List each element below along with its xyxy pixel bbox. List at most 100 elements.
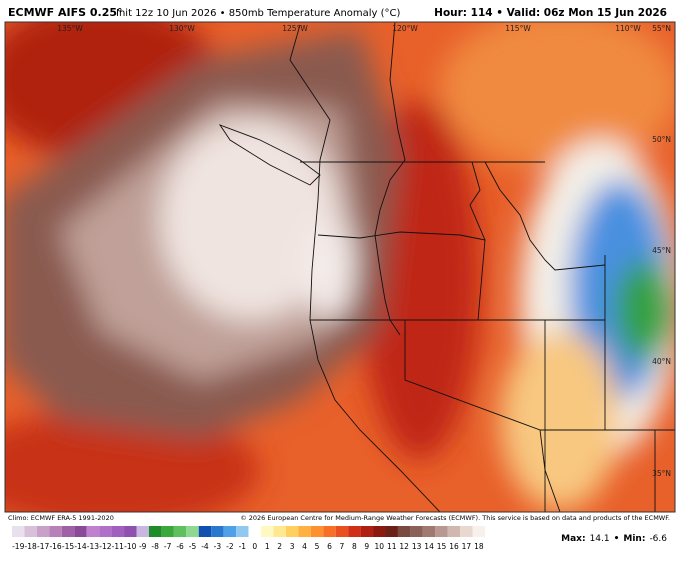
colorbar-label: 11 — [387, 542, 397, 551]
lon-label: 130°W — [169, 24, 195, 33]
colorbar-label: 18 — [474, 542, 484, 551]
colorbar-label: -19 — [12, 542, 24, 551]
lat-label: 50°N — [652, 135, 671, 144]
colorbar-swatch — [460, 526, 473, 537]
lon-label: 115°W — [505, 24, 531, 33]
colorbar-label: 6 — [327, 542, 332, 551]
colorbar-label: 12 — [399, 542, 409, 551]
lat-label: 55°N — [652, 24, 671, 33]
colorbar-swatch — [360, 526, 374, 537]
colorbar-swatch — [99, 526, 112, 537]
colorbar-swatch — [385, 526, 398, 537]
colorbar-swatch — [186, 526, 199, 537]
colorbar-swatch — [435, 526, 448, 537]
stats-sep: • — [614, 534, 620, 544]
colorbar-label: -9 — [139, 542, 147, 551]
lon-label: 135°W — [57, 24, 83, 33]
lat-label: 45°N — [652, 246, 671, 255]
colorbar-label: -3 — [214, 542, 222, 551]
colorbar-swatch — [323, 526, 336, 537]
credit: © 2026 European Centre for Medium-Range … — [240, 514, 670, 522]
colorbar-label: -13 — [87, 542, 99, 551]
colorbar-label: 5 — [315, 542, 320, 551]
colorbar-swatch — [148, 526, 162, 537]
climo: Climo: ECMWF ERA-5 1991-2020 — [8, 514, 114, 522]
colorbar-swatch — [348, 526, 361, 537]
stats: Max: 14.1 • Min: -6.6 — [561, 534, 667, 544]
colorbar-swatch — [173, 526, 187, 537]
stats-part: Min: — [623, 534, 645, 544]
colorbar-swatch — [410, 526, 423, 537]
map — [5, 22, 675, 512]
colorbar-label: -18 — [25, 542, 37, 551]
colorbar-label: -12 — [99, 542, 111, 551]
colorbar-swatch — [24, 526, 37, 537]
colorbar-swatch — [111, 526, 125, 537]
colorbar-label: -5 — [189, 542, 197, 551]
colorbar-swatch — [236, 526, 249, 537]
colorbar-swatch — [422, 526, 436, 537]
colorbar-swatch — [198, 526, 212, 537]
colorbar-swatch — [124, 526, 137, 537]
colorbar-label: 10 — [375, 542, 385, 551]
stats-part: 14.1 — [590, 534, 610, 544]
colorbar-label: -4 — [201, 542, 209, 551]
colorbar-swatch — [248, 526, 261, 537]
colorbar-label: -15 — [62, 542, 74, 551]
colorbar-label: 15 — [437, 542, 447, 551]
colorbar-label: 7 — [340, 542, 345, 551]
colorbar-swatch — [161, 526, 174, 537]
lon-label: 110°W — [615, 24, 641, 33]
valid-info: Hour: 114 • Valid: 06z Mon 15 Jun 2026 — [434, 7, 667, 19]
colorbar-swatch — [12, 526, 25, 537]
colorbar-swatch — [310, 526, 324, 537]
colorbar-label: 1 — [265, 542, 270, 551]
colorbar-swatch — [472, 526, 486, 537]
colorbar-swatch — [273, 526, 286, 537]
colorbar-label: -16 — [49, 542, 61, 551]
colorbar-swatch — [74, 526, 87, 537]
colorbar-label: 0 — [252, 542, 257, 551]
colorbar-label: -14 — [74, 542, 86, 551]
colorbar-swatch — [298, 526, 311, 537]
colorbar-label: -11 — [112, 542, 124, 551]
model-title: ECMWF AIFS 0.25° — [8, 6, 123, 19]
colorbar-swatch — [86, 526, 100, 537]
colorbar-label: 9 — [364, 542, 369, 551]
colorbar-label: -10 — [124, 542, 136, 551]
colorbar-swatch — [397, 526, 411, 537]
colorbar-label: 4 — [302, 542, 307, 551]
colorbar-label: 14 — [424, 542, 434, 551]
colorbar-label: 2 — [277, 542, 282, 551]
colorbar-label: 16 — [449, 542, 459, 551]
colorbar-swatch — [447, 526, 461, 537]
stats-part: -6.6 — [649, 534, 667, 544]
colorbar-label: -6 — [176, 542, 184, 551]
colorbar-swatch — [373, 526, 386, 537]
colorbar-swatch — [36, 526, 50, 537]
colorbar-label: -7 — [164, 542, 172, 551]
colorbar-label: 13 — [412, 542, 422, 551]
colorbar-label: -2 — [226, 542, 234, 551]
colorbar-label: 8 — [352, 542, 357, 551]
lat-label: 40°N — [652, 357, 671, 366]
colorbar-label: -17 — [37, 542, 49, 551]
lon-label: 120°W — [392, 24, 418, 33]
lat-label: 35°N — [652, 469, 671, 478]
colorbar-swatch — [335, 526, 349, 537]
colorbar-swatch — [211, 526, 224, 537]
stats-part: Max: — [561, 534, 585, 544]
colorbar-swatch — [261, 526, 274, 537]
colorbar-label: 17 — [462, 542, 472, 551]
colorbar-swatch — [49, 526, 62, 537]
colorbar-swatch — [223, 526, 237, 537]
colorbar-swatch — [285, 526, 299, 537]
map-frame — [4, 21, 676, 513]
colorbar-swatch — [136, 526, 149, 537]
colorbar-swatch — [61, 526, 75, 537]
lon-label: 125°W — [282, 24, 308, 33]
colorbar-label: -8 — [151, 542, 159, 551]
colorbar-label: -1 — [239, 542, 247, 551]
stats-text: Max: 14.1 • Min: -6.6 — [561, 534, 667, 544]
